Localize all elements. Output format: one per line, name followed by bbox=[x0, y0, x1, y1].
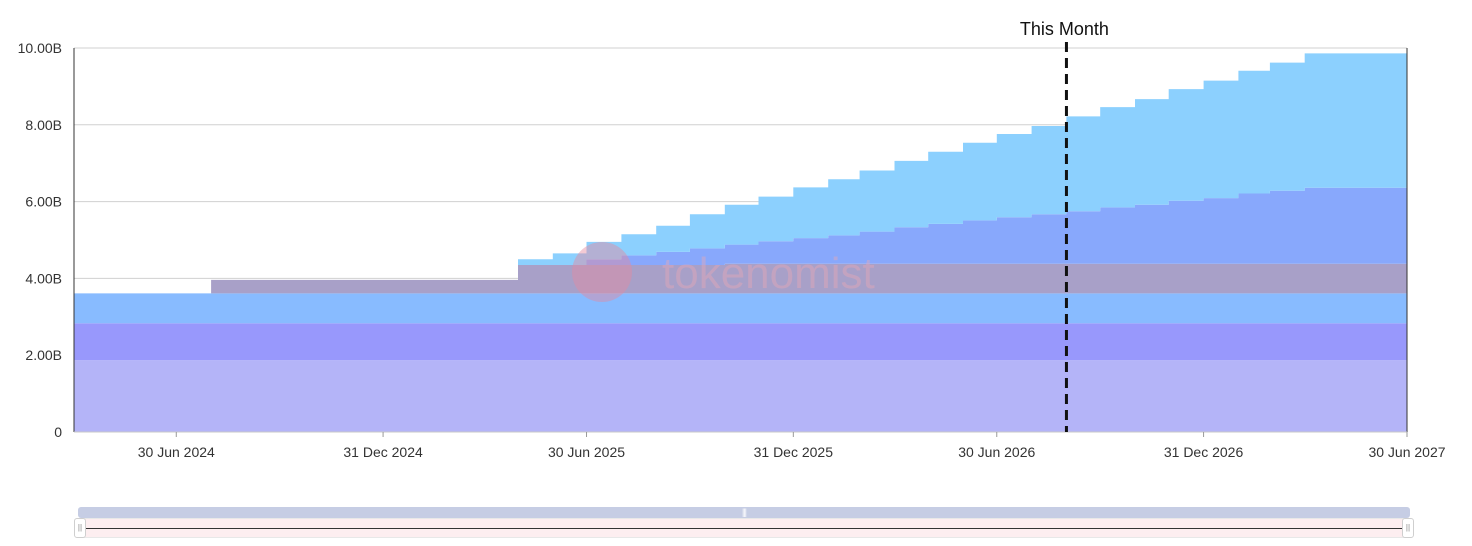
watermark-text: tokenomist bbox=[662, 249, 875, 298]
series-area-4 bbox=[74, 263, 1407, 294]
y-tick-label: 10.00B bbox=[18, 40, 62, 56]
series-area-2 bbox=[74, 323, 1407, 361]
y-tick-label: 6.00B bbox=[25, 194, 62, 210]
series-area-6 bbox=[74, 53, 1407, 294]
watermark-logo-icon bbox=[572, 242, 632, 302]
this-month-marker: This Month bbox=[1020, 19, 1109, 432]
x-tick-label: 31 Dec 2026 bbox=[1164, 444, 1244, 460]
range-slider-preview-line bbox=[83, 528, 1405, 529]
unlock-area-chart: tokenomist 0 2.00B 4.00B 6.00B 8.00B 10.00B 3… bbox=[18, 19, 1446, 460]
x-tick-label: 30 Jun 2026 bbox=[958, 444, 1035, 460]
series-areas bbox=[74, 53, 1407, 432]
x-tick-label: 31 Dec 2025 bbox=[754, 444, 834, 460]
range-slider-window[interactable] bbox=[78, 518, 1410, 538]
series-area-1 bbox=[74, 360, 1407, 432]
y-tick-label: 0 bbox=[54, 424, 62, 440]
tokenomist-watermark: tokenomist bbox=[572, 242, 875, 302]
range-slider-right-handle[interactable]: || bbox=[1402, 518, 1414, 538]
y-axis-ticks: 0 2.00B 4.00B 6.00B 8.00B 10.00B bbox=[18, 40, 63, 440]
series-area-3 bbox=[74, 293, 1407, 324]
y-tick-label: 8.00B bbox=[25, 117, 62, 133]
y-tick-label: 4.00B bbox=[25, 270, 62, 286]
chart-axes bbox=[73, 48, 1408, 433]
y-tick-label: 2.00B bbox=[25, 347, 62, 363]
range-slider-left-handle[interactable]: || bbox=[74, 518, 86, 538]
x-axis-ticks: 30 Jun 2024 31 Dec 2024 30 Jun 2025 31 Dec … bbox=[138, 432, 1446, 460]
this-month-label: This Month bbox=[1020, 19, 1109, 39]
drag-grip-icon[interactable]: ||| bbox=[741, 507, 747, 517]
x-tick-label: 30 Jun 2027 bbox=[1368, 444, 1445, 460]
x-tick-label: 31 Dec 2024 bbox=[343, 444, 423, 460]
x-tick-label: 30 Jun 2024 bbox=[138, 444, 215, 460]
x-tick-label: 30 Jun 2025 bbox=[548, 444, 625, 460]
series-area-5 bbox=[74, 187, 1407, 294]
range-slider-track[interactable]: ||| bbox=[78, 507, 1410, 518]
